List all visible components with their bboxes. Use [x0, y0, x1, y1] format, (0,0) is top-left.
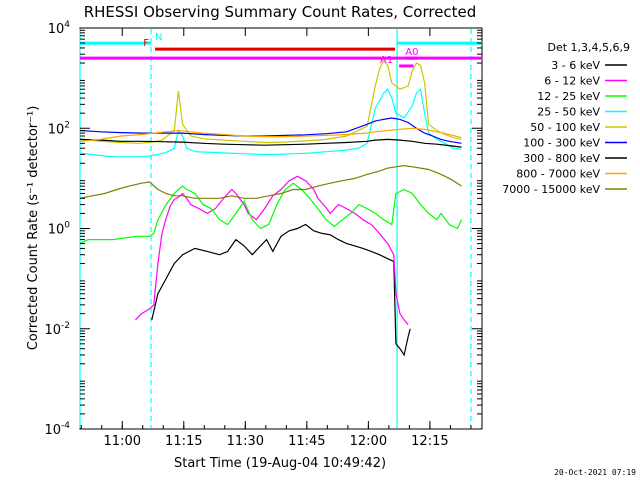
legend-label-0: 3 - 6 keV — [551, 59, 600, 72]
series-line-3 — [79, 87, 462, 158]
series-line-8 — [79, 164, 462, 199]
flag-label-A1: A1 — [380, 55, 393, 66]
series-line-4 — [79, 59, 462, 144]
y-tick-label-1: 10-2 — [44, 321, 70, 338]
y-axis-label: Corrected Count Rate (s⁻¹ detector⁻¹) — [26, 106, 41, 351]
legend-label-5: 100 - 300 keV — [523, 137, 600, 150]
x-tick-label-5: 12:15 — [411, 434, 448, 449]
series-line-2 — [79, 182, 463, 245]
legend-label-4: 50 - 100 keV — [530, 121, 600, 134]
x-tick-label-1: 11:15 — [165, 434, 202, 449]
y-axis-ticks: 10-4 10-2 100 102 104 — [44, 20, 482, 438]
chart-title: RHESSI Observing Summary Count Rates, Co… — [84, 3, 477, 21]
time-markers — [79, 29, 472, 428]
x-tick-label-0: 11:00 — [104, 434, 141, 449]
x-tick-label-4: 12:00 — [350, 434, 387, 449]
x-tick-label-2: 11:30 — [227, 434, 264, 449]
plot-frame — [79, 27, 483, 430]
x-tick-label-3: 11:45 — [288, 434, 325, 449]
series-lines — [79, 59, 463, 357]
legend-label-3: 25 - 50 keV — [537, 106, 600, 119]
y-tick-label-4: 104 — [48, 20, 71, 37]
x-axis-ticks: 11:00 11:15 11:30 11:45 12:00 12:15 — [80, 28, 472, 449]
timestamp: 20-Oct-2021 07:19 — [554, 468, 636, 477]
legend-label-2: 12 - 25 keV — [537, 90, 600, 103]
series-line-1 — [134, 175, 409, 326]
legend: Det 1,3,4,5,6,9 3 - 6 keV 6 - 12 keV 12 - … — [502, 41, 630, 196]
flag-label-N: N — [155, 32, 162, 43]
plot-area: NF A0 A1 11:00 11:15 11:30 11:45 12:00 12:15 10… — [44, 20, 483, 449]
series-line-7 — [79, 127, 462, 142]
x-axis-label: Start Time (19-Aug-04 10:49:42) — [174, 456, 386, 471]
series-line-0 — [151, 223, 411, 357]
y-tick-label-2: 100 — [48, 221, 71, 238]
legend-title: Det 1,3,4,5,6,9 — [547, 41, 630, 54]
legend-label-1: 6 - 12 keV — [544, 75, 600, 88]
series-line-6 — [79, 138, 462, 148]
flag-label-A0: A0 — [405, 47, 418, 58]
flag-bars: NF A0 A1 — [80, 32, 482, 68]
legend-label-6: 300 - 800 keV — [523, 152, 600, 165]
y-tick-label-3: 102 — [48, 120, 70, 137]
flag-label-F: F — [143, 38, 149, 49]
y-tick-label-0: 10-4 — [44, 421, 70, 438]
legend-label-7: 800 - 7000 keV — [516, 168, 600, 181]
legend-label-8: 7000 - 15000 keV — [502, 183, 600, 196]
series-line-5 — [79, 117, 462, 144]
